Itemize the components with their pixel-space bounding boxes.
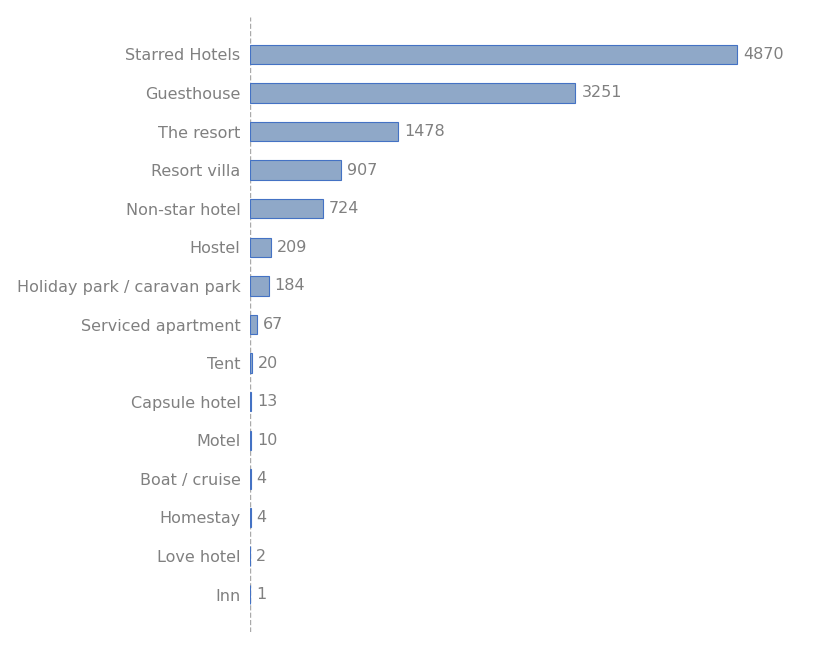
Bar [250, 315, 257, 334]
Text: 67: 67 [263, 317, 283, 332]
Bar [250, 238, 271, 257]
Bar [250, 83, 576, 103]
Text: 209: 209 [277, 239, 308, 255]
Text: 1478: 1478 [404, 124, 445, 139]
Text: 184: 184 [275, 278, 305, 293]
Text: 724: 724 [328, 201, 359, 216]
Bar [250, 199, 323, 218]
Text: 4870: 4870 [743, 47, 784, 62]
Bar [250, 122, 398, 141]
Bar [250, 276, 269, 295]
Text: 13: 13 [257, 394, 278, 410]
Bar [250, 354, 252, 373]
Bar [250, 160, 341, 180]
Text: 2: 2 [256, 548, 266, 563]
Text: 4: 4 [256, 510, 266, 525]
Text: 907: 907 [347, 163, 377, 178]
Text: 10: 10 [257, 433, 278, 448]
Text: 3251: 3251 [581, 86, 622, 101]
Text: 20: 20 [258, 356, 279, 371]
Bar [250, 392, 251, 411]
Text: 4: 4 [256, 471, 266, 486]
Bar [250, 45, 738, 64]
Bar [250, 431, 251, 450]
Text: 1: 1 [256, 587, 266, 602]
